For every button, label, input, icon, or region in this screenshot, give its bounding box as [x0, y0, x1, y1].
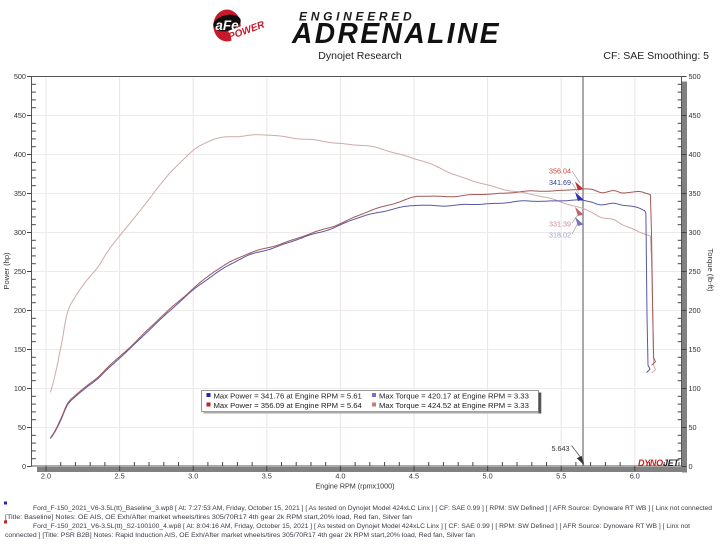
svg-text:318.02: 318.02 — [549, 231, 571, 240]
svg-text:Ford_F-150_2021_V6-3.5L(tt)_Ba: Ford_F-150_2021_V6-3.5L(tt)_Baseline_3.w… — [33, 505, 712, 512]
svg-text:Max Power = 356.09 at Engine R: Max Power = 356.09 at Engine RPM = 5.64 — [214, 401, 363, 410]
svg-text:Torque (lb-ft): Torque (lb-ft) — [706, 248, 715, 292]
svg-text:Dynojet Research: Dynojet Research — [318, 50, 402, 62]
svg-text:3.5: 3.5 — [262, 472, 272, 481]
svg-text:50: 50 — [689, 423, 697, 432]
svg-text:331.39: 331.39 — [549, 220, 571, 229]
svg-text:50: 50 — [18, 423, 26, 432]
svg-text:6.0: 6.0 — [630, 472, 640, 481]
svg-text:341.69: 341.69 — [549, 178, 571, 187]
svg-text:5.5: 5.5 — [556, 472, 566, 481]
svg-text:300: 300 — [689, 228, 701, 237]
svg-text:100: 100 — [689, 384, 701, 393]
svg-text:4.0: 4.0 — [335, 472, 345, 481]
svg-text:Ford_F-150_2021_V6-3.5L(tt)_S2: Ford_F-150_2021_V6-3.5L(tt)_S2-100100_4.… — [33, 523, 690, 530]
svg-text:JET: JET — [663, 458, 680, 468]
svg-text:[Title: Baseline] Notes: OE A: [Title: Baseline] Notes: OE AIS, OE Exh/… — [5, 514, 412, 521]
svg-text:Power (hp): Power (hp) — [2, 252, 11, 290]
svg-text:Max Torque = 424.52 at Engine: Max Torque = 424.52 at Engine RPM = 3.33 — [379, 401, 529, 410]
svg-text:250: 250 — [14, 267, 26, 276]
svg-text:DYNO: DYNO — [638, 458, 663, 468]
svg-text:0: 0 — [22, 462, 26, 471]
svg-text:356.04: 356.04 — [549, 167, 571, 176]
svg-text:5.643: 5.643 — [552, 444, 570, 453]
svg-text:2.5: 2.5 — [115, 472, 125, 481]
svg-text:200: 200 — [689, 306, 701, 315]
svg-text:350: 350 — [14, 189, 26, 198]
svg-text:200: 200 — [14, 306, 26, 315]
svg-text:400: 400 — [689, 150, 701, 159]
svg-text:ENGINEERED: ENGINEERED — [299, 10, 415, 24]
svg-text:400: 400 — [14, 150, 26, 159]
svg-text:350: 350 — [689, 189, 701, 198]
svg-text:450: 450 — [14, 111, 26, 120]
svg-text:5.0: 5.0 — [483, 472, 493, 481]
svg-text:100: 100 — [14, 384, 26, 393]
svg-text:250: 250 — [689, 267, 701, 276]
svg-text:500: 500 — [14, 72, 26, 81]
svg-text:150: 150 — [14, 345, 26, 354]
svg-text:CF: SAE Smoothing: 5: CF: SAE Smoothing: 5 — [603, 50, 709, 62]
svg-text:450: 450 — [689, 111, 701, 120]
svg-text:connected ] [Title: PSR B2B]: connected ] [Title: PSR B2B] Notes: Rapi… — [5, 532, 475, 539]
svg-text:0: 0 — [689, 462, 693, 471]
svg-text:Engine RPM (rpmx1000): Engine RPM (rpmx1000) — [315, 482, 394, 491]
svg-text:Max Torque = 420.17 at Engine: Max Torque = 420.17 at Engine RPM = 3.33 — [379, 392, 529, 401]
svg-text:Max Power = 341.76 at Engine R: Max Power = 341.76 at Engine RPM = 5.61 — [214, 392, 362, 401]
svg-text:500: 500 — [689, 72, 701, 81]
svg-text:300: 300 — [14, 228, 26, 237]
svg-text:2.0: 2.0 — [41, 472, 51, 481]
svg-text:4.5: 4.5 — [409, 472, 419, 481]
svg-text:ADRENALINE: ADRENALINE — [291, 18, 501, 50]
svg-text:150: 150 — [689, 345, 701, 354]
svg-text:3.0: 3.0 — [188, 472, 198, 481]
